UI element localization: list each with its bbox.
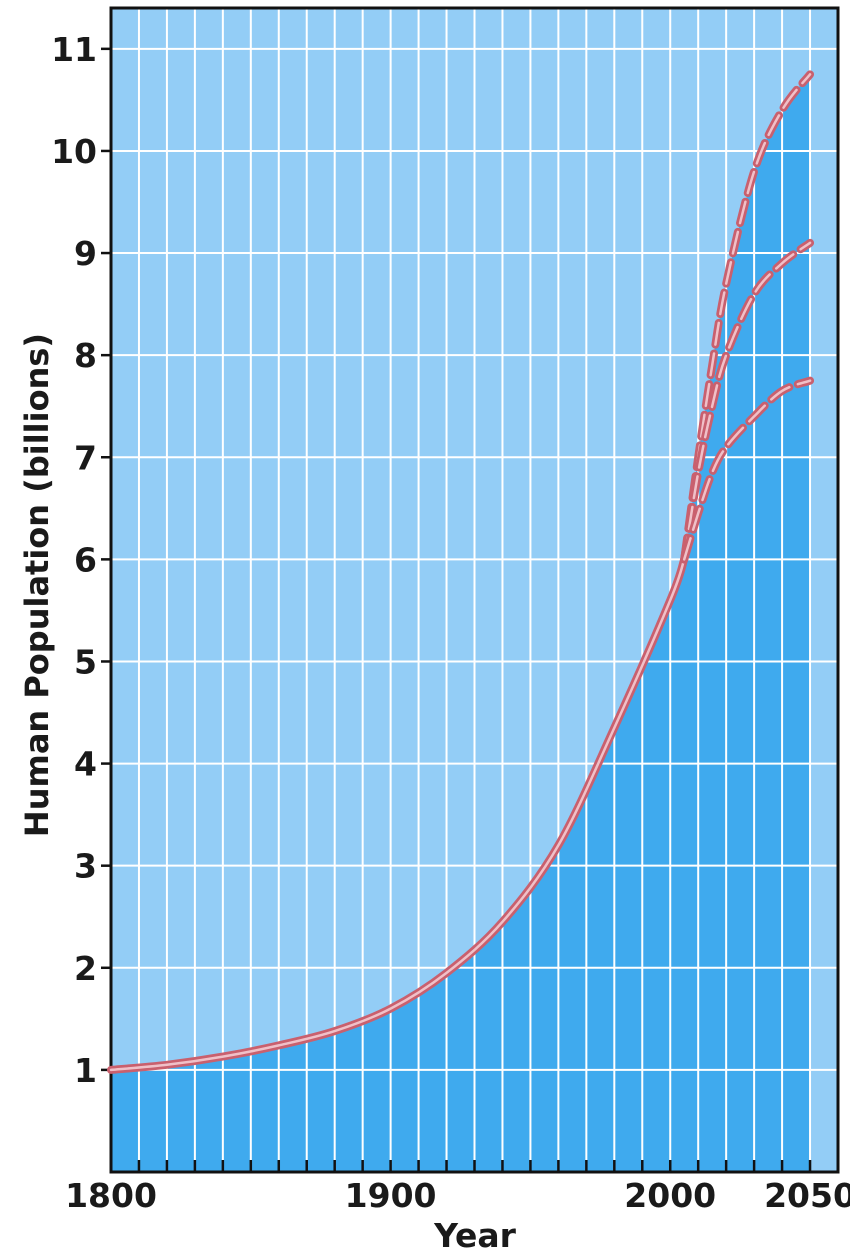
y-tick-label: 6 bbox=[74, 540, 97, 579]
y-tick-label: 5 bbox=[74, 642, 97, 681]
x-axis-ticks bbox=[137, 1160, 812, 1172]
y-tick-label: 11 bbox=[51, 30, 97, 69]
x-tick-label: 2050 bbox=[764, 1176, 850, 1215]
x-tick-label: 2000 bbox=[624, 1176, 716, 1215]
x-axis-title: Year bbox=[433, 1216, 517, 1252]
y-tick-label: 8 bbox=[74, 336, 97, 375]
x-tick-label: 1900 bbox=[345, 1176, 437, 1215]
series-line-core-1 bbox=[109, 558, 686, 1072]
x-tick-labels: 1800 1900 2000 2050 bbox=[65, 1176, 850, 1215]
y-tick-labels: 1 2 3 4 5 6 7 8 9 10 11 bbox=[51, 30, 97, 1090]
y-tick-label: 10 bbox=[51, 132, 97, 171]
series-line-core-4 bbox=[682, 379, 812, 561]
y-tick-label: 7 bbox=[74, 438, 97, 477]
y-tick-label: 9 bbox=[74, 234, 97, 273]
y-tick-label: 3 bbox=[74, 847, 97, 886]
area-fill bbox=[111, 74, 811, 1173]
series-line-core-3 bbox=[682, 241, 812, 561]
series-lines bbox=[107, 70, 815, 1074]
y-tick-label: 4 bbox=[74, 745, 97, 784]
y-tick-label: 1 bbox=[74, 1051, 97, 1090]
y-axis-title: Human Population (billions) bbox=[18, 333, 56, 837]
y-tick-label: 2 bbox=[74, 949, 97, 988]
y-axis-ticks bbox=[101, 47, 111, 1072]
x-tick-label: 1800 bbox=[65, 1176, 157, 1215]
